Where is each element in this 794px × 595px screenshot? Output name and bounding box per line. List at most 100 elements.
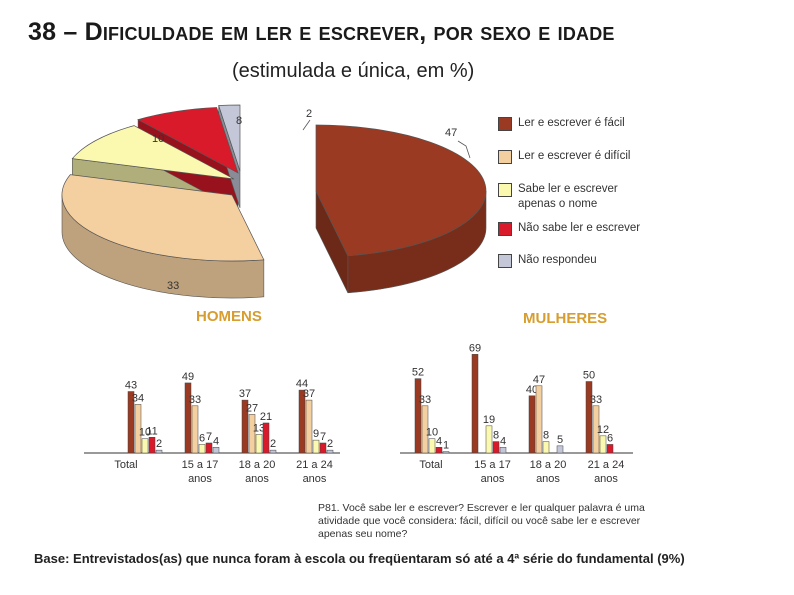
homens-bar-dificil: [305, 399, 313, 454]
homens-bar-nao-sabe: [148, 437, 156, 454]
homens-bar-facil: [241, 399, 249, 454]
mulheres-bar-apenas-nome: [485, 425, 493, 454]
legend-item-apenas-nome: Sabe ler e escrever apenas o nome: [498, 182, 628, 212]
pie-leader-line: [457, 140, 471, 159]
homens-bar-facil: [127, 391, 135, 454]
mulheres-bar-dificil: [592, 405, 600, 454]
homens-bar-value: 33: [189, 394, 201, 406]
mulheres-bar-value: 50: [583, 370, 595, 382]
homens-bar-nao-sabe: [319, 442, 327, 454]
legend-item-facil: Ler e escrever é fácil: [498, 116, 688, 131]
homens-category-label: anos: [188, 473, 212, 485]
mulheres-bar-nao-respondeu: [442, 451, 450, 454]
homens-bar-nao-sabe: [262, 422, 270, 454]
pie-slice-dificil: [61, 174, 265, 262]
mulheres-category-label: Total: [419, 459, 442, 471]
mulheres-bar-facil: [585, 381, 593, 454]
homens-category-label: 18 a 20: [239, 459, 276, 471]
homens-bar-apenas-nome: [255, 434, 263, 454]
mulheres-category-label: anos: [536, 473, 560, 485]
legend: Ler e escrever é fácil Ler e escrever é …: [498, 116, 688, 277]
base-note: Base: Entrevistados(as) que nunca foram …: [34, 551, 685, 566]
homens-bar-value: 11: [146, 425, 157, 437]
pie-slice-facil: [315, 124, 487, 257]
homens-bar-value: 10: [139, 427, 151, 439]
homens-bar-nao-respondeu: [212, 447, 220, 454]
mulheres-bar-value: 47: [533, 374, 545, 386]
mulheres-bar-nao-sabe: [606, 444, 614, 454]
mulheres-bar-nao-respondeu: [499, 447, 507, 454]
chart-title: 38 – Dificuldade em ler e escrever, por …: [28, 18, 615, 46]
mulheres-bar-value: 5: [557, 434, 563, 446]
homens-bar-apenas-nome: [141, 438, 149, 454]
mulheres-bar-facil: [414, 378, 422, 454]
question-text: P81. Você sabe ler e escrever? Escrever …: [318, 502, 645, 540]
homens-category-label: anos: [245, 473, 269, 485]
homens-category-label: 21 a 24: [296, 459, 333, 471]
mulheres-bar-dificil: [421, 405, 429, 454]
homens-bar-apenas-nome: [198, 444, 206, 454]
homens-bar-nao-respondeu: [155, 449, 163, 454]
homens-bar-value: 6: [199, 432, 205, 444]
pie-slice-nao-sabe: [137, 107, 239, 174]
homens-bar-value: 2: [156, 438, 162, 450]
homens-bar-dificil: [191, 405, 199, 454]
homens-category-label: 15 a 17: [182, 459, 219, 471]
mulheres-category-label: 21 a 24: [588, 459, 625, 471]
mulheres-bar-facil: [528, 395, 536, 454]
legend-label: Sabe ler e escrever apenas o nome: [518, 183, 618, 210]
homens-bar-nao-respondeu: [269, 449, 277, 454]
mulheres-bar-value: 8: [493, 430, 499, 442]
legend-label: Não respondeu: [518, 254, 597, 266]
mulheres-bar-value: 19: [483, 414, 495, 426]
legend-label: Ler e escrever é difícil: [518, 150, 631, 162]
mulheres-category-label: 15 a 17: [474, 459, 511, 471]
homens-bar-nao-respondeu: [326, 449, 334, 454]
legend-item-dificil: Ler e escrever é difícil: [498, 149, 688, 164]
chart-subtitle: (estimulada e única, em %): [232, 60, 475, 82]
mulheres-bar-value: 33: [419, 394, 431, 406]
homens-bar-apenas-nome: [312, 439, 320, 454]
pie-label-dificil: 33: [167, 280, 179, 292]
mulheres-bar-dificil: [535, 385, 543, 454]
pie-leader-line: [302, 119, 311, 131]
pie-label-apenas-nome: 10: [152, 133, 164, 145]
homens-bar-value: 27: [246, 402, 258, 414]
homens-bar-value: 21: [260, 411, 272, 423]
mulheres-bar-value: 10: [426, 427, 438, 439]
mulheres-category-label: anos: [481, 473, 505, 485]
mulheres-bar-nao-sabe: [492, 441, 500, 454]
mulheres-bar-value: 52: [412, 367, 424, 379]
mulheres-category-label: 18 a 20: [530, 459, 567, 471]
homens-bar-value: 43: [125, 380, 137, 392]
mulheres-bar-nao-sabe: [435, 447, 443, 454]
pie-label-facil: 47: [445, 127, 457, 139]
homens-title: HOMENS: [196, 308, 262, 325]
homens-bar-value: 7: [320, 431, 326, 443]
homens-category-label: Total: [114, 459, 137, 471]
pie-label-nao-sabe: 8: [236, 115, 242, 127]
homens-bar-value: 37: [239, 388, 251, 400]
homens-bar-value: 37: [303, 388, 315, 400]
mulheres-bar-apenas-nome: [599, 435, 607, 454]
pie-label-nao-respondeu: 2: [306, 108, 312, 120]
mulheres-bar-value: 8: [543, 430, 549, 442]
mulheres-bar-value: 12: [597, 424, 609, 436]
homens-bar-dificil: [134, 404, 142, 454]
homens-bar-nao-sabe: [205, 442, 213, 454]
legend-swatch: [498, 150, 512, 164]
homens-bar-dificil: [248, 414, 256, 454]
legend-label: Não sabe ler e escrever: [518, 222, 641, 234]
legend-item-nao-respondeu: Não respondeu: [498, 253, 688, 268]
legend-swatch: [498, 183, 512, 197]
homens-bar-facil: [298, 389, 306, 454]
homens-bar-value: 7: [206, 431, 212, 443]
homens-bar-facil: [184, 382, 192, 454]
pie-slice-nao-respondeu: [218, 104, 241, 172]
mulheres-bar-value: 69: [469, 342, 481, 354]
homens-bar-value: 4: [213, 435, 219, 447]
legend-swatch: [498, 222, 512, 236]
mulheres-bar-value: 1: [443, 440, 449, 452]
mulheres-bar-apenas-nome: [428, 438, 436, 454]
